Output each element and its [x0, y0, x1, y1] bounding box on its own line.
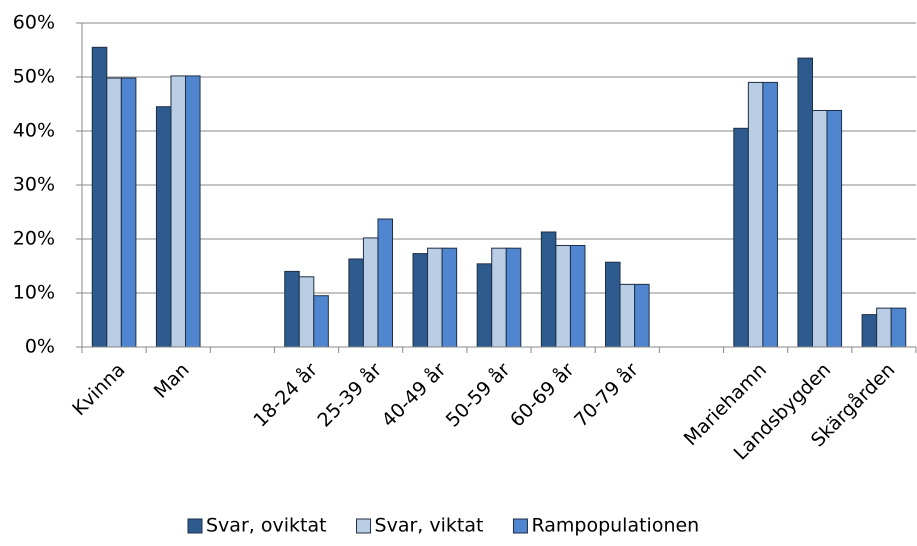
bar	[619, 283, 636, 348]
bar	[91, 46, 108, 348]
bar	[377, 218, 394, 348]
x-tick-label: 40-49 år	[377, 358, 450, 431]
bar	[747, 81, 764, 348]
bar	[861, 314, 878, 348]
x-tick-label: Kvinna	[68, 359, 129, 420]
bar	[762, 81, 778, 348]
bar	[348, 258, 364, 348]
bar	[555, 244, 571, 348]
bar	[890, 307, 907, 348]
y-tick-label: 60%	[13, 12, 55, 34]
legend-label: Svar, oviktat	[206, 515, 327, 537]
y-tick-label: 50%	[13, 66, 55, 88]
bar	[604, 261, 621, 348]
x-tick-label: 25-39 år	[313, 358, 386, 431]
bar	[505, 247, 522, 348]
bar	[313, 295, 329, 348]
legend-swatch	[356, 518, 372, 534]
bar	[797, 57, 813, 348]
y-tick-label: 30%	[13, 174, 55, 196]
bar	[298, 276, 315, 348]
bar	[811, 109, 828, 348]
bar	[120, 77, 137, 348]
y-tick-label: 10%	[13, 282, 55, 304]
bar	[733, 127, 749, 348]
legend-label: Svar, viktat	[375, 515, 484, 537]
x-tick-label: 70-79 år	[569, 358, 642, 431]
bar	[441, 247, 458, 348]
legend-label: Rampopulationen	[531, 515, 699, 537]
bar	[540, 231, 557, 348]
bar	[569, 244, 586, 348]
y-tick-label: 40%	[13, 120, 55, 142]
legend-swatch	[187, 518, 203, 534]
x-tick-label: 50-59 år	[441, 358, 514, 431]
legend-swatch	[512, 518, 528, 534]
bar	[412, 253, 429, 348]
bar	[362, 237, 379, 348]
bar	[284, 270, 300, 348]
bar	[476, 263, 493, 348]
bar	[826, 109, 843, 348]
bar	[170, 75, 187, 348]
bar	[491, 247, 507, 348]
bar	[185, 75, 201, 348]
x-tick-label: 18-24 år	[249, 358, 322, 431]
bar	[106, 77, 122, 348]
x-tick-label: 60-69 år	[505, 358, 578, 431]
x-tick-label: Man	[150, 359, 194, 403]
y-tick-label: 0%	[25, 336, 55, 358]
y-tick-label: 20%	[13, 228, 55, 250]
bar	[427, 247, 443, 348]
bar	[634, 283, 650, 348]
bar	[155, 106, 172, 348]
bar	[876, 307, 892, 348]
